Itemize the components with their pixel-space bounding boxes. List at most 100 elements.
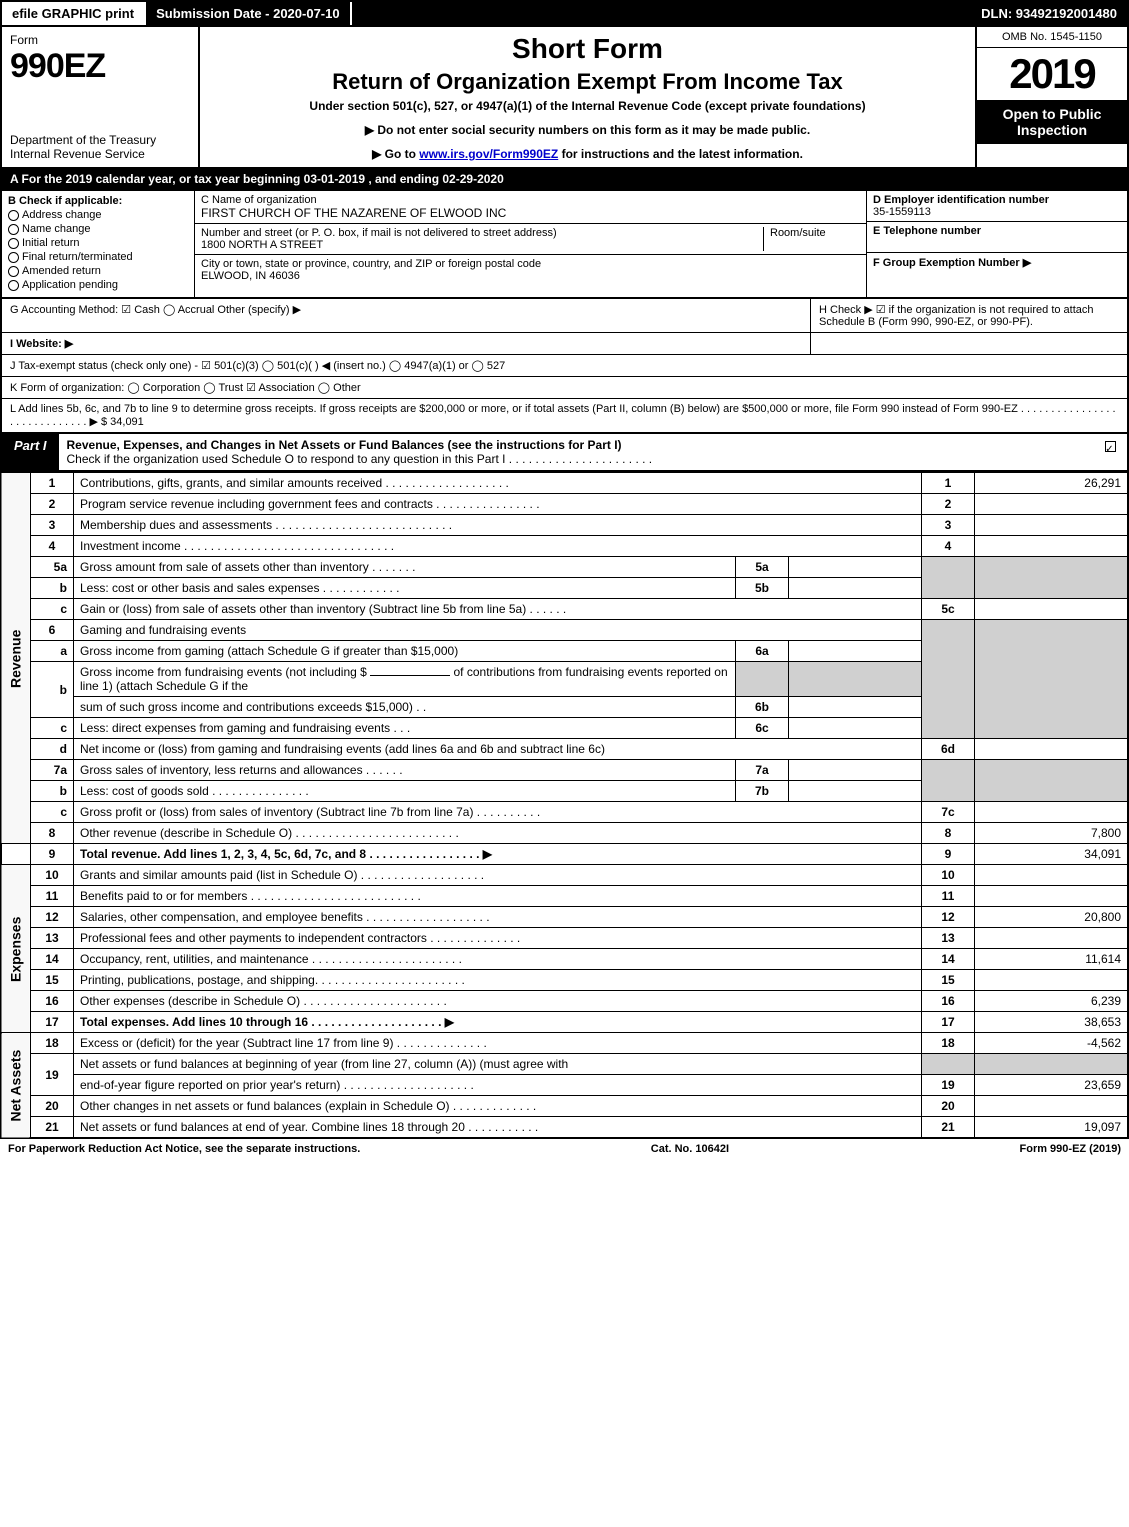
line-21-desc: Net assets or fund balances at end of ye… <box>74 1117 922 1139</box>
d-label: D Employer identification number <box>873 194 1121 206</box>
row-i-website: I Website: ▶ <box>2 333 810 354</box>
city-label: City or town, state or province, country… <box>201 258 860 270</box>
lbl-address-change: Address change <box>22 209 102 221</box>
section-netassets: Net Assets <box>1 1033 31 1139</box>
efile-print: efile GRAPHIC print <box>2 2 146 25</box>
line-11-val <box>975 886 1129 907</box>
line-3-num: 3 <box>922 515 975 536</box>
line-7c-desc: Gross profit or (loss) from sales of inv… <box>74 802 922 823</box>
line-17-desc: Total expenses. Add lines 10 through 16 … <box>74 1012 922 1033</box>
b-title: B Check if applicable: <box>8 195 188 207</box>
addr-label: Number and street (or P. O. box, if mail… <box>201 227 557 239</box>
line-6a-sn: 6a <box>736 641 789 662</box>
line-5c-val <box>975 599 1129 620</box>
line-9-num: 9 <box>922 844 975 865</box>
line-9-val: 34,091 <box>975 844 1129 865</box>
omb-number: OMB No. 1545-1150 <box>977 27 1127 48</box>
lbl-amended-return: Amended return <box>22 265 101 277</box>
line-6d-val <box>975 739 1129 760</box>
line-10-num: 10 <box>922 865 975 886</box>
ssn-warning: ▶ Do not enter social security numbers o… <box>216 123 959 137</box>
line-5b-sn: 5b <box>736 578 789 599</box>
page-footer: For Paperwork Reduction Act Notice, see … <box>0 1139 1129 1159</box>
open-public-inspection: Open to Public Inspection <box>977 100 1127 144</box>
line-2-num: 2 <box>922 494 975 515</box>
line-16-desc: Other expenses (describe in Schedule O) … <box>74 991 922 1012</box>
line-13-val <box>975 928 1129 949</box>
line-6b-post: sum of such gross income and contributio… <box>74 697 736 718</box>
line-5a-sv <box>789 557 922 578</box>
line-7c-num: 7c <box>922 802 975 823</box>
part1-title: Revenue, Expenses, and Changes in Net As… <box>59 434 1097 470</box>
header-right: OMB No. 1545-1150 2019 Open to Public In… <box>975 27 1127 167</box>
line-2-val <box>975 494 1129 515</box>
line-5a-desc: Gross amount from sale of assets other t… <box>74 557 736 578</box>
line-21-num: 21 <box>922 1117 975 1139</box>
line-7a-sv <box>789 760 922 781</box>
line-5b-sv <box>789 578 922 599</box>
line-5b-desc: Less: cost or other basis and sales expe… <box>74 578 736 599</box>
line-7b-desc: Less: cost of goods sold . . . . . . . .… <box>74 781 736 802</box>
line-4-num: 4 <box>922 536 975 557</box>
dept-irs: Internal Revenue Service <box>10 147 190 161</box>
line-12-desc: Salaries, other compensation, and employ… <box>74 907 922 928</box>
line-8-desc: Other revenue (describe in Schedule O) .… <box>74 823 922 844</box>
line-7b-sn: 7b <box>736 781 789 802</box>
ein: 35-1559113 <box>873 206 1121 218</box>
footer-left: For Paperwork Reduction Act Notice, see … <box>8 1143 360 1155</box>
line-6c-sn: 6c <box>736 718 789 739</box>
chk-initial-return[interactable] <box>8 238 19 249</box>
line-15-num: 15 <box>922 970 975 991</box>
goto-pre: ▶ Go to <box>372 147 419 161</box>
line-6a-sv <box>789 641 922 662</box>
line-5a-sn: 5a <box>736 557 789 578</box>
line-1-num: 1 <box>922 473 975 494</box>
line-3-val <box>975 515 1129 536</box>
line-8-num: 8 <box>922 823 975 844</box>
chk-address-change[interactable] <box>8 210 19 221</box>
line-6-desc: Gaming and fundraising events <box>74 620 922 641</box>
row-h-spacer <box>810 333 1127 354</box>
form-header: Form 990EZ Department of the Treasury In… <box>0 27 1129 169</box>
topbar-left: efile GRAPHIC print Submission Date - 20… <box>2 2 352 25</box>
part1-subtitle: Check if the organization used Schedule … <box>67 452 653 466</box>
chk-name-change[interactable] <box>8 224 19 235</box>
form-label: Form <box>10 33 190 47</box>
line-13-num: 13 <box>922 928 975 949</box>
line-14-desc: Occupancy, rent, utilities, and maintena… <box>74 949 922 970</box>
line-11-num: 11 <box>922 886 975 907</box>
city-state-zip: ELWOOD, IN 46036 <box>201 270 860 282</box>
header-left: Form 990EZ Department of the Treasury In… <box>2 27 200 167</box>
line-1-val: 26,291 <box>975 473 1129 494</box>
line-6b-sn: 6b <box>736 697 789 718</box>
section-revenue: Revenue <box>1 473 31 844</box>
chk-amended-return[interactable] <box>8 266 19 277</box>
row-g-accounting: G Accounting Method: ☑ Cash ◯ Accrual Ot… <box>2 299 810 332</box>
submission-date: Submission Date - 2020-07-10 <box>146 2 352 25</box>
row-h-check: H Check ▶ ☑ if the organization is not r… <box>810 299 1127 332</box>
irs-link[interactable]: www.irs.gov/Form990EZ <box>419 147 558 161</box>
tax-year: 2019 <box>977 48 1127 100</box>
col-b-checkboxes: B Check if applicable: Address change Na… <box>2 191 195 297</box>
part1-schedule-o-check[interactable] <box>1105 441 1116 452</box>
line-4-desc: Investment income . . . . . . . . . . . … <box>74 536 922 557</box>
top-bar: efile GRAPHIC print Submission Date - 20… <box>0 0 1129 27</box>
line-18-val: -4,562 <box>975 1033 1129 1054</box>
line-6c-sv <box>789 718 922 739</box>
lbl-initial-return: Initial return <box>22 237 79 249</box>
room-suite: Room/suite <box>763 227 860 251</box>
line-15-desc: Printing, publications, postage, and shi… <box>74 970 922 991</box>
part1-title-text: Revenue, Expenses, and Changes in Net As… <box>67 438 622 452</box>
org-name: FIRST CHURCH OF THE NAZARENE OF ELWOOD I… <box>201 206 860 220</box>
line-19-val: 23,659 <box>975 1075 1129 1096</box>
chk-application-pending[interactable] <box>8 280 19 291</box>
line-3-desc: Membership dues and assessments . . . . … <box>74 515 922 536</box>
header-middle: Short Form Return of Organization Exempt… <box>200 27 975 167</box>
line-18-desc: Excess or (deficit) for the year (Subtra… <box>74 1033 922 1054</box>
chk-final-return[interactable] <box>8 252 19 263</box>
line-14-val: 11,614 <box>975 949 1129 970</box>
line-7a-sn: 7a <box>736 760 789 781</box>
part1-lines-table: Revenue 1 Contributions, gifts, grants, … <box>0 472 1129 1139</box>
line-16-num: 16 <box>922 991 975 1012</box>
line-6d-num: 6d <box>922 739 975 760</box>
